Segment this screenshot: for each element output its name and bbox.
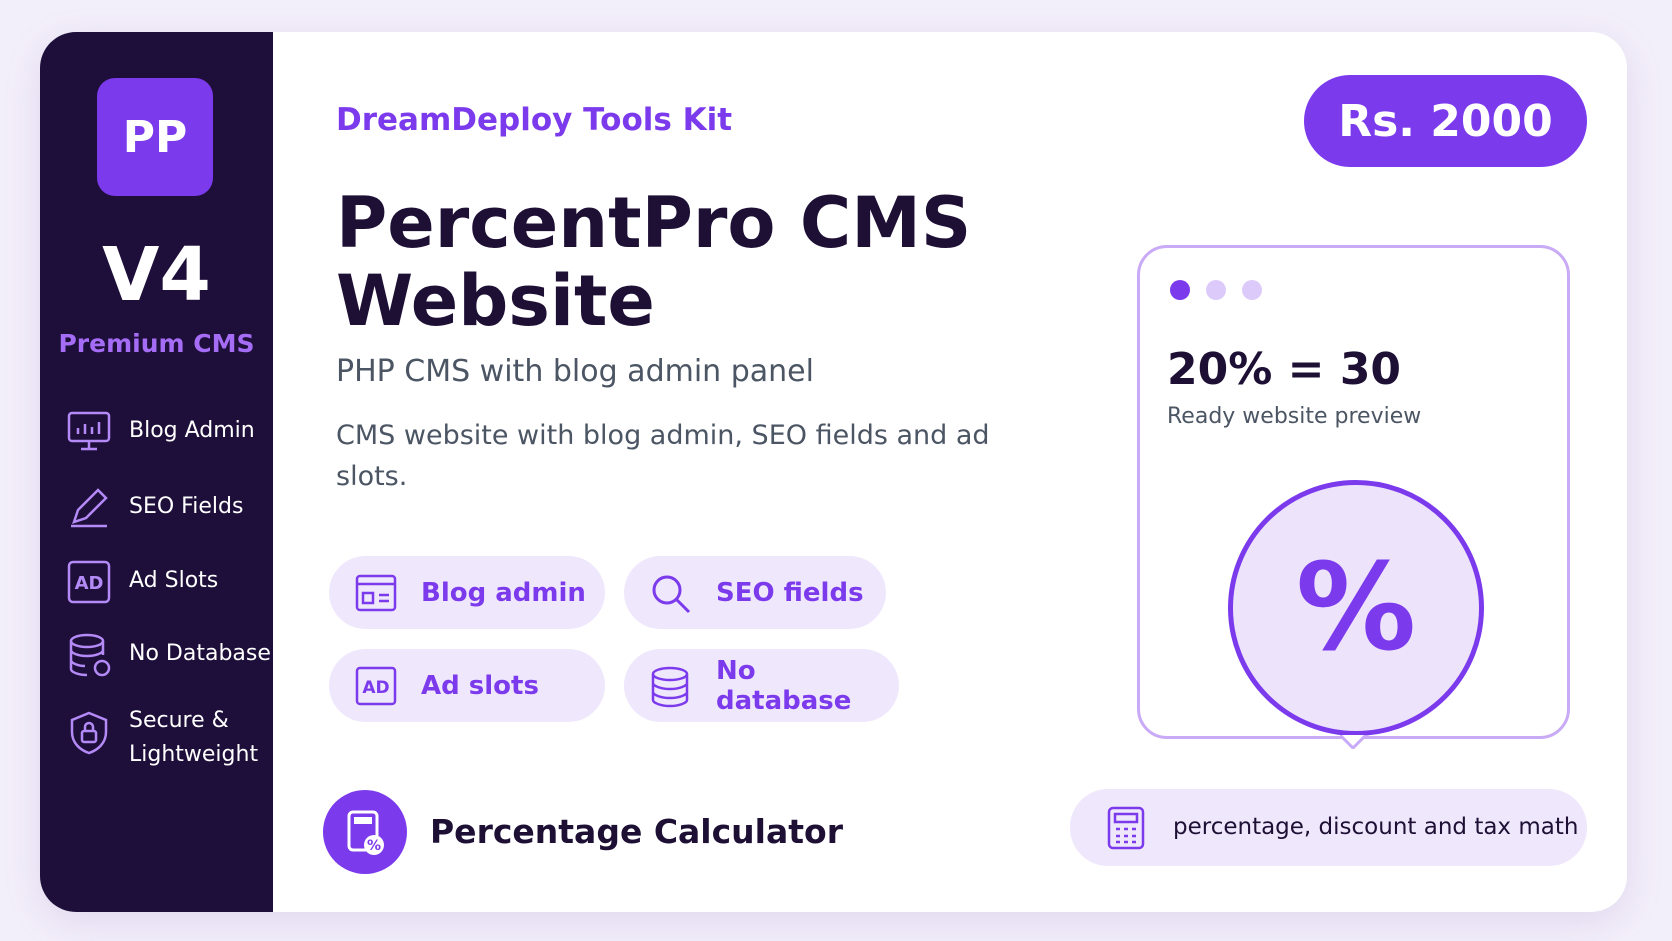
- brand: DreamDeploy Tools Kit: [336, 102, 733, 138]
- percent-symbol: %: [1228, 480, 1484, 736]
- feature: Ad Slots: [129, 568, 219, 593]
- tag-label: No database: [716, 655, 852, 716]
- feature: SEO Fields: [129, 494, 244, 519]
- preview-window: 20% = 30 Ready website preview %: [1137, 245, 1570, 739]
- description: CMS website with blog admin, SEO fields …: [336, 420, 990, 492]
- logo: PP: [97, 78, 213, 196]
- calculator-icon: [1107, 806, 1145, 850]
- tag-icon: [355, 574, 397, 612]
- note-pill: percentage, discount and tax math: [1070, 789, 1587, 866]
- ad-icon: AD: [67, 560, 111, 604]
- tag-icon: [652, 575, 691, 614]
- version: V4: [102, 232, 211, 318]
- tag-label: SEO fields: [716, 577, 864, 608]
- tag-label: Blog admin: [421, 577, 586, 608]
- svg-text:%: %: [367, 838, 381, 854]
- svg-text:AD: AD: [362, 678, 389, 698]
- monitor-icon: [67, 411, 111, 451]
- card: PP V4 Premium CMS Blog Admin SEO Fields …: [40, 32, 1627, 912]
- svg-text:AD: AD: [75, 573, 104, 594]
- tag: Blog admin: [329, 556, 605, 629]
- subtitle: PHP CMS with blog admin panel: [336, 354, 814, 389]
- pointer: [1340, 735, 1366, 749]
- database-icon: [69, 633, 111, 677]
- feature: Blog Admin: [129, 418, 255, 443]
- tag: No database: [624, 649, 899, 722]
- window-dots: [1170, 280, 1262, 300]
- tag-icon: AD: [355, 666, 397, 706]
- tag-label: Ad slots: [421, 670, 539, 701]
- title: PercentPro CMS Website: [336, 182, 972, 342]
- feature: Secure & Lightweight: [129, 708, 259, 767]
- shield-icon: [70, 711, 108, 755]
- pencil-icon: [71, 488, 108, 528]
- tagline: Premium CMS: [58, 329, 255, 358]
- tag: AD Ad slots: [329, 649, 605, 722]
- tag-icon: [651, 666, 689, 708]
- feature: No Database: [129, 641, 271, 666]
- formula: 20% = 30: [1167, 344, 1402, 395]
- footer-title: Percentage Calculator: [430, 812, 843, 851]
- price: Rs. 2000: [1304, 75, 1587, 167]
- caption: Ready website preview: [1167, 404, 1422, 429]
- calculator-badge: %: [323, 790, 407, 874]
- tag: SEO fields: [624, 556, 886, 629]
- sidebar: PP V4 Premium CMS Blog Admin SEO Fields …: [40, 32, 273, 912]
- note: percentage, discount and tax math: [1173, 814, 1579, 840]
